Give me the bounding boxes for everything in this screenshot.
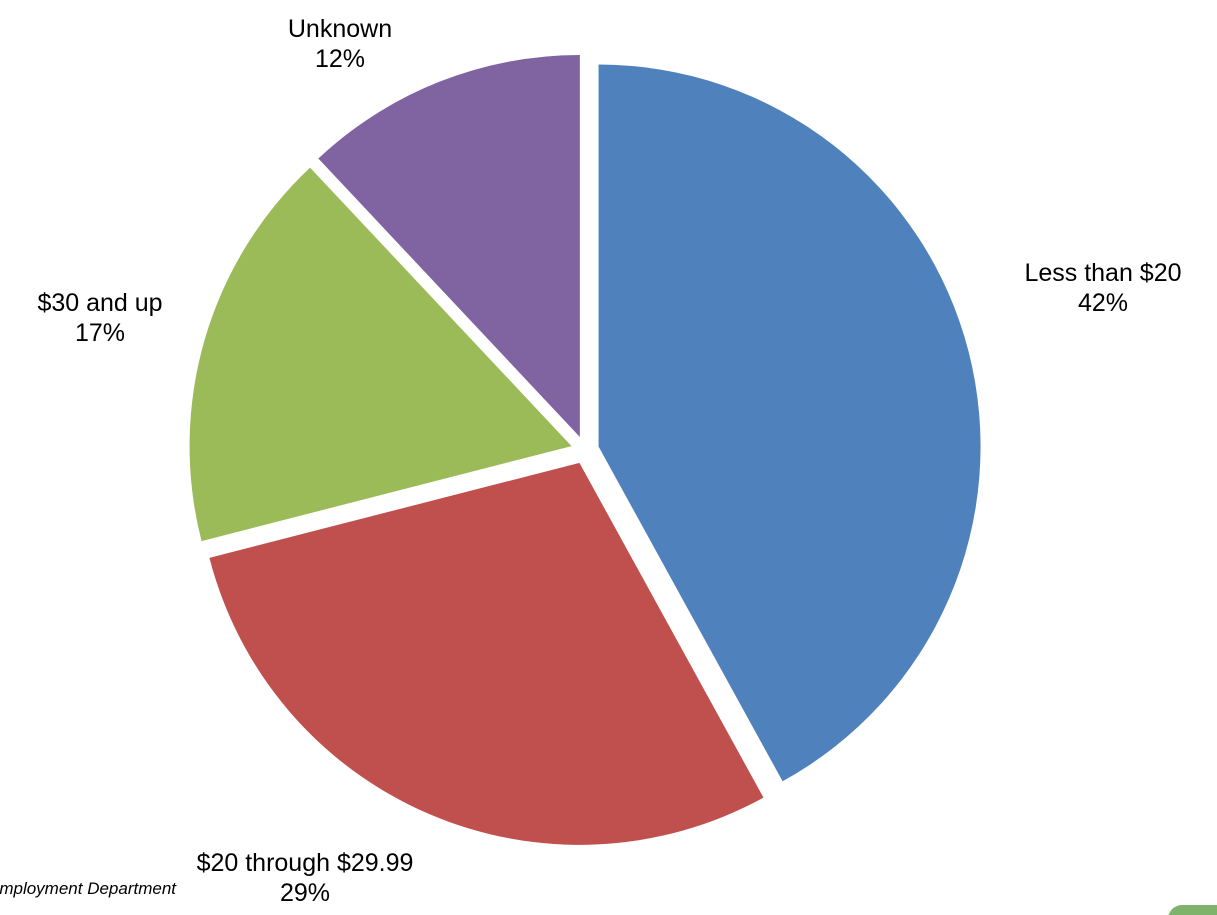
label-20-through-29-99: $20 through $29.99 29% [160, 848, 450, 908]
label-unknown: Unknown 12% [260, 14, 420, 74]
slice-20-through-29-99 [209, 462, 764, 845]
label-30-and-up-pct: 17% [74, 319, 126, 347]
label-less-than-20-name: Less than $20 [1024, 259, 1182, 287]
label-20-through-29-99-pct: 29% [279, 879, 331, 907]
corner-tab [1168, 905, 1217, 915]
slice-unknown [318, 54, 580, 437]
slice-less-than-20 [598, 64, 981, 782]
label-unknown-name: Unknown [287, 15, 393, 43]
label-less-than-20: Less than $20 42% [1003, 258, 1203, 318]
source-note: Employment Department [0, 879, 177, 898]
label-30-and-up: $30 and up 17% [10, 288, 190, 348]
slice-30-and-up [189, 167, 572, 542]
label-unknown-pct: 12% [314, 45, 366, 73]
label-20-through-29-99-name: $20 through $29.99 [196, 849, 414, 877]
label-less-than-20-pct: 42% [1077, 289, 1129, 317]
label-30-and-up-name: $30 and up [37, 289, 163, 317]
